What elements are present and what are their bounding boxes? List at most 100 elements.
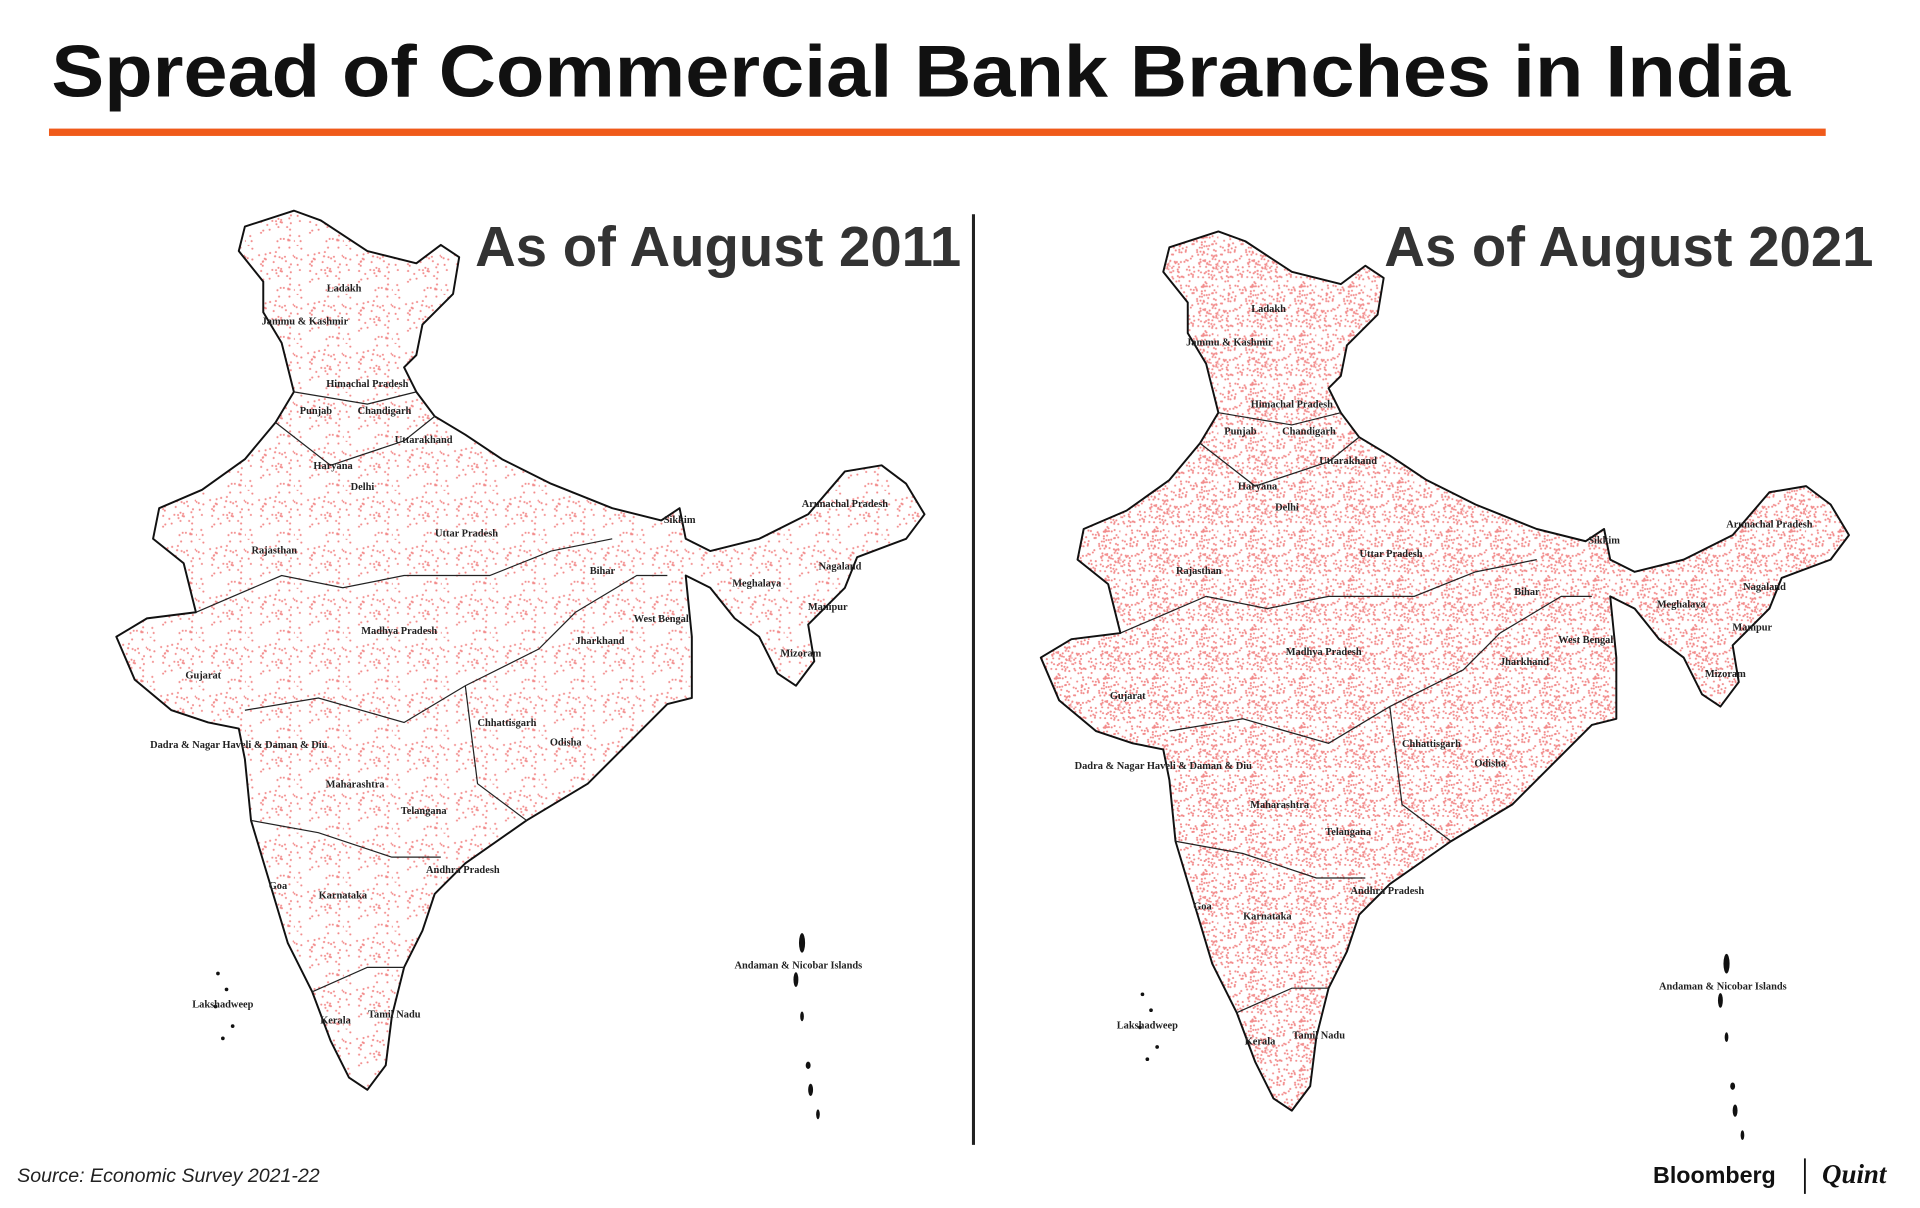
state-label: Arunachal Pradesh xyxy=(1726,520,1813,531)
state-border xyxy=(1175,840,1366,879)
state-label: Mizoram xyxy=(780,648,821,659)
state-label: Sikkim xyxy=(1588,536,1620,547)
state-border xyxy=(575,574,668,613)
state-label: Nagaland xyxy=(819,561,862,572)
state-label: Kerala xyxy=(320,1016,351,1027)
state-label: Chandigarh xyxy=(358,406,412,417)
state-label: Andaman & Nicobar Islands xyxy=(735,961,863,972)
state-label: Manipur xyxy=(1732,623,1772,634)
state-label: Meghalaya xyxy=(1657,599,1707,610)
state-label: Odisha xyxy=(1474,758,1507,769)
state-label: Sikkim xyxy=(664,515,696,526)
state-label: Karnataka xyxy=(1243,912,1292,923)
state-label: Maharashtra xyxy=(326,779,386,790)
island xyxy=(1740,1130,1745,1141)
state-border xyxy=(1236,987,1329,1014)
island xyxy=(808,1083,814,1096)
state-label: Madhya Pradesh xyxy=(361,626,437,637)
state-border xyxy=(1389,706,1452,842)
island xyxy=(216,971,220,976)
island xyxy=(1724,1032,1729,1043)
title-rule xyxy=(48,128,1826,136)
island xyxy=(1732,1104,1738,1117)
island xyxy=(793,972,799,987)
country-outline xyxy=(115,209,926,1091)
state-label: Telangana xyxy=(401,806,448,817)
state-label: Tamil Nadu xyxy=(1293,1030,1346,1041)
state-border xyxy=(244,611,576,724)
island xyxy=(1717,993,1723,1008)
state-label: Uttar Pradesh xyxy=(1360,549,1423,560)
state-border xyxy=(1120,559,1537,634)
state-label: Madhya Pradesh xyxy=(1286,647,1362,658)
state-label: West Bengal xyxy=(634,614,689,625)
state-label: Rajasthan xyxy=(251,545,297,556)
state-label: Ladakh xyxy=(327,283,362,294)
island xyxy=(798,933,806,953)
state-label: Haryana xyxy=(1238,482,1278,493)
state-label: Uttarakhand xyxy=(1319,456,1377,467)
state-label: Maharashtra xyxy=(1250,800,1310,811)
state-border xyxy=(1218,412,1341,426)
island xyxy=(213,1004,218,1009)
state-border xyxy=(311,966,405,993)
island xyxy=(1149,1008,1153,1013)
state-label: Dadra & Nagar Haveli & Daman & Diu xyxy=(150,740,328,751)
state-label: Mizoram xyxy=(1705,669,1746,680)
state-label: Rajasthan xyxy=(1176,566,1222,577)
state-label: Andhra Pradesh xyxy=(1351,886,1425,897)
state-label: Delhi xyxy=(1275,503,1299,514)
state-label: Punjab xyxy=(1224,427,1257,438)
state-border xyxy=(1199,436,1360,487)
state-label: Karnataka xyxy=(319,891,368,902)
source: Source: Economic Survey 2021-22 xyxy=(17,1165,320,1187)
island xyxy=(816,1109,820,1120)
island xyxy=(221,1036,225,1041)
state-label: Haryana xyxy=(313,461,353,472)
state-label: Gujarat xyxy=(185,670,221,681)
state-label: Jharkhand xyxy=(1500,657,1549,668)
island xyxy=(1730,1082,1736,1090)
state-label: Arunachal Pradesh xyxy=(802,499,889,510)
state-label: Odisha xyxy=(550,738,583,749)
state-label: Jammu & Kashmir xyxy=(262,316,349,327)
state-label: Kerala xyxy=(1245,1036,1276,1047)
state-border xyxy=(1169,632,1501,744)
map-title: As of August 2021 xyxy=(1384,215,1873,278)
state-label: Chandigarh xyxy=(1282,427,1336,438)
state-label: Lakshadweep xyxy=(1117,1021,1178,1032)
state-label: Himachal Pradesh xyxy=(326,379,408,390)
state-label: West Bengal xyxy=(1558,635,1613,646)
state-label: Telangana xyxy=(1325,827,1372,838)
logo-bloomberg: Bloomberg xyxy=(1653,1162,1776,1188)
state-label: Delhi xyxy=(351,482,375,493)
state-border xyxy=(1499,595,1592,634)
island xyxy=(1140,992,1145,997)
island xyxy=(1138,1025,1142,1030)
country-outline xyxy=(1039,230,1850,1112)
state-label: Chhattisgarh xyxy=(1402,739,1461,750)
state-label: Goa xyxy=(1193,902,1212,913)
state-border xyxy=(250,819,441,858)
state-label: Bihar xyxy=(1514,587,1540,598)
state-label: Andhra Pradesh xyxy=(426,865,500,876)
state-label: Jammu & Kashmir xyxy=(1186,337,1273,348)
island xyxy=(1145,1057,1150,1062)
island xyxy=(805,1061,811,1069)
island xyxy=(230,1024,235,1028)
logo-quint: Quint xyxy=(1822,1159,1888,1189)
island xyxy=(800,1011,804,1022)
state-border xyxy=(464,685,527,821)
state-label: Uttar Pradesh xyxy=(435,528,498,539)
state-label: Punjab xyxy=(300,406,333,417)
state-label: Manipur xyxy=(808,602,848,613)
maps: Ladakh Jammu & Kashmir Himachal Pradesh Pun… xyxy=(115,209,1850,1141)
state-label: Goa xyxy=(269,881,288,892)
state-label: Meghalaya xyxy=(732,578,782,589)
title: Spread of Commercial Bank Branches in In… xyxy=(51,30,1791,113)
state-label: Bihar xyxy=(590,566,616,577)
state-label: Lakshadweep xyxy=(192,1000,253,1011)
state-label: Jharkhand xyxy=(575,636,624,647)
